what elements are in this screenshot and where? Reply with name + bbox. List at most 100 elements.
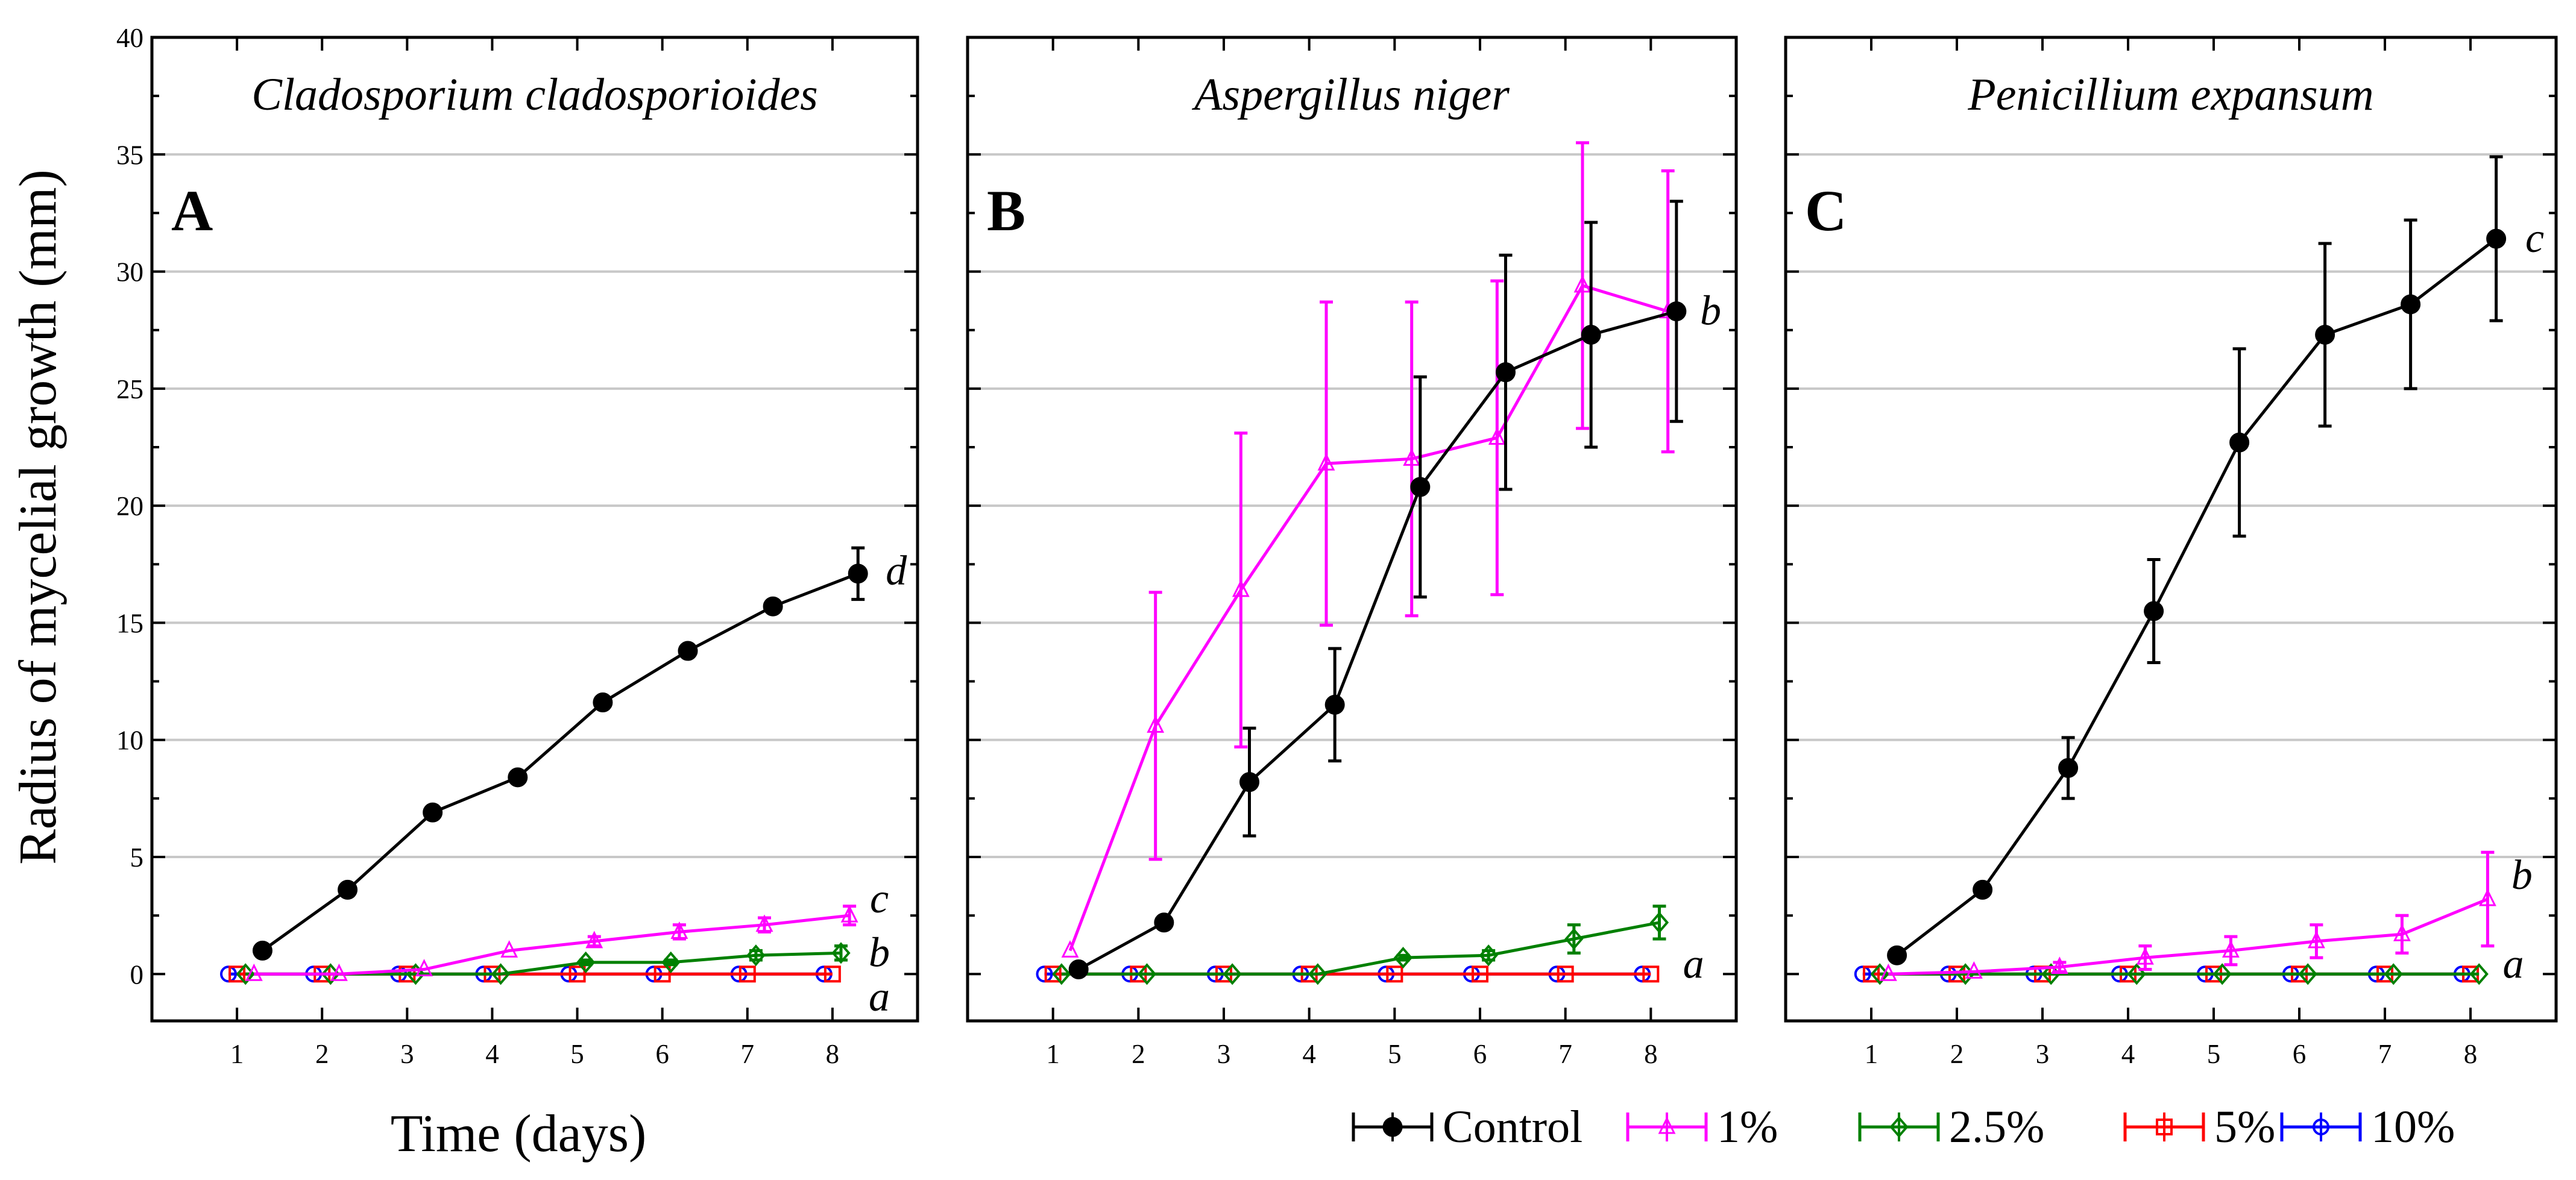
legend-label: Control xyxy=(1443,1102,1582,1152)
x-tick-label: 1 xyxy=(230,1039,244,1069)
panel-title: Cladosporium cladosporioides xyxy=(251,69,818,120)
data-point xyxy=(2384,963,2403,985)
series-line xyxy=(1896,237,2498,957)
panel-c: 1 2 3 4 5 6 7 8 Penicillium expansum C c ba xyxy=(1784,36,2558,1069)
significance-label: a xyxy=(869,974,890,1020)
legend-marker xyxy=(1658,1116,1676,1134)
x-tick-label: 3 xyxy=(1217,1039,1231,1069)
y-tick-label: 10 xyxy=(116,726,143,756)
series-line xyxy=(1888,897,2489,976)
data-point xyxy=(2315,324,2335,345)
data-point xyxy=(1965,961,1983,979)
panel-title: Aspergillus niger xyxy=(1191,69,1510,120)
data-point xyxy=(1239,772,1259,792)
data-point xyxy=(1581,324,1601,345)
data-point xyxy=(1147,715,1165,733)
data-point xyxy=(2401,294,2421,315)
data-point xyxy=(1573,275,1592,293)
series-line xyxy=(1077,310,1677,971)
significance-label: c xyxy=(870,876,889,922)
data-point xyxy=(2212,963,2232,985)
x-tick-label: 8 xyxy=(2464,1039,2478,1069)
data-point xyxy=(1317,453,1335,471)
data-point xyxy=(491,963,511,985)
data-point xyxy=(228,965,246,983)
data-point xyxy=(1232,579,1250,597)
series-line xyxy=(1061,921,1660,976)
data-point xyxy=(220,965,237,983)
data-point xyxy=(1879,963,1897,981)
data-point xyxy=(2222,940,2240,958)
data-point xyxy=(1973,879,1993,900)
data-point xyxy=(508,767,528,788)
data-point xyxy=(2058,758,2079,778)
x-tick-label: 7 xyxy=(741,1039,755,1069)
data-point xyxy=(755,914,773,932)
y-tick-label: 15 xyxy=(116,608,143,638)
y-tick-label: 0 xyxy=(130,959,144,990)
data-point xyxy=(1666,301,1687,322)
x-tick-label: 1 xyxy=(1046,1039,1060,1069)
series-line xyxy=(261,572,859,952)
data-point xyxy=(1642,965,1660,983)
panel-letter: B xyxy=(987,178,1025,243)
x-tick-label: 4 xyxy=(2121,1039,2135,1069)
x-tick-label: 7 xyxy=(2378,1039,2392,1069)
data-point xyxy=(1044,965,1062,983)
data-point xyxy=(1649,911,1669,934)
data-point xyxy=(1854,965,1871,983)
data-point xyxy=(1564,927,1584,950)
legend-item: 2.5% xyxy=(1858,1102,2044,1152)
data-point xyxy=(576,951,596,973)
significance-label: c xyxy=(2525,215,2544,262)
series-2-5pct xyxy=(1870,963,2489,985)
panel-b: 1 2 3 4 5 6 7 8 Aspergillus niger Bb a xyxy=(966,36,1738,1069)
data-point xyxy=(1324,694,1345,715)
data-point xyxy=(1488,427,1506,445)
data-point xyxy=(593,692,613,713)
legend-marker xyxy=(2156,1119,2173,1135)
data-point xyxy=(2144,601,2164,621)
legend-label: 5% xyxy=(2214,1102,2275,1152)
data-point xyxy=(245,963,263,981)
series-line xyxy=(254,914,850,976)
series-control xyxy=(1887,155,2507,965)
data-point xyxy=(653,965,671,983)
legend-label: 1% xyxy=(1717,1102,1778,1152)
x-tick-label: 6 xyxy=(1473,1039,1487,1069)
data-point xyxy=(763,596,783,617)
x-tick-label: 6 xyxy=(2293,1039,2307,1069)
legend-item: 1% xyxy=(1626,1102,1778,1152)
data-point xyxy=(2478,888,2496,906)
significance-label: d xyxy=(886,548,907,594)
data-point xyxy=(1036,965,1053,983)
legend-label: 2.5% xyxy=(1949,1102,2044,1152)
data-point xyxy=(824,965,841,983)
data-point xyxy=(500,940,518,958)
significance-label: b xyxy=(869,929,890,976)
legend-label: 10% xyxy=(2371,1102,2455,1152)
significance-label: b xyxy=(1700,288,1721,334)
y-tick-label: 20 xyxy=(116,491,143,521)
series-control xyxy=(252,546,868,961)
data-point xyxy=(1496,362,1516,383)
panel-letter: C xyxy=(1805,178,1847,243)
data-point xyxy=(840,905,858,923)
data-point xyxy=(1223,963,1242,985)
data-point xyxy=(415,959,433,977)
data-point xyxy=(1154,912,1174,933)
data-point xyxy=(1887,945,1907,965)
data-point xyxy=(252,940,272,961)
y-tick-label: 25 xyxy=(116,374,143,404)
data-point xyxy=(1068,959,1089,980)
plot-frame xyxy=(1784,36,2558,1023)
legend-item: 10% xyxy=(2280,1102,2455,1152)
x-tick-label: 5 xyxy=(2207,1039,2221,1069)
series-line xyxy=(1068,283,1669,952)
data-point xyxy=(2136,947,2154,965)
data-point xyxy=(678,641,698,661)
data-point xyxy=(568,965,586,983)
x-tick-label: 4 xyxy=(1302,1039,1316,1069)
